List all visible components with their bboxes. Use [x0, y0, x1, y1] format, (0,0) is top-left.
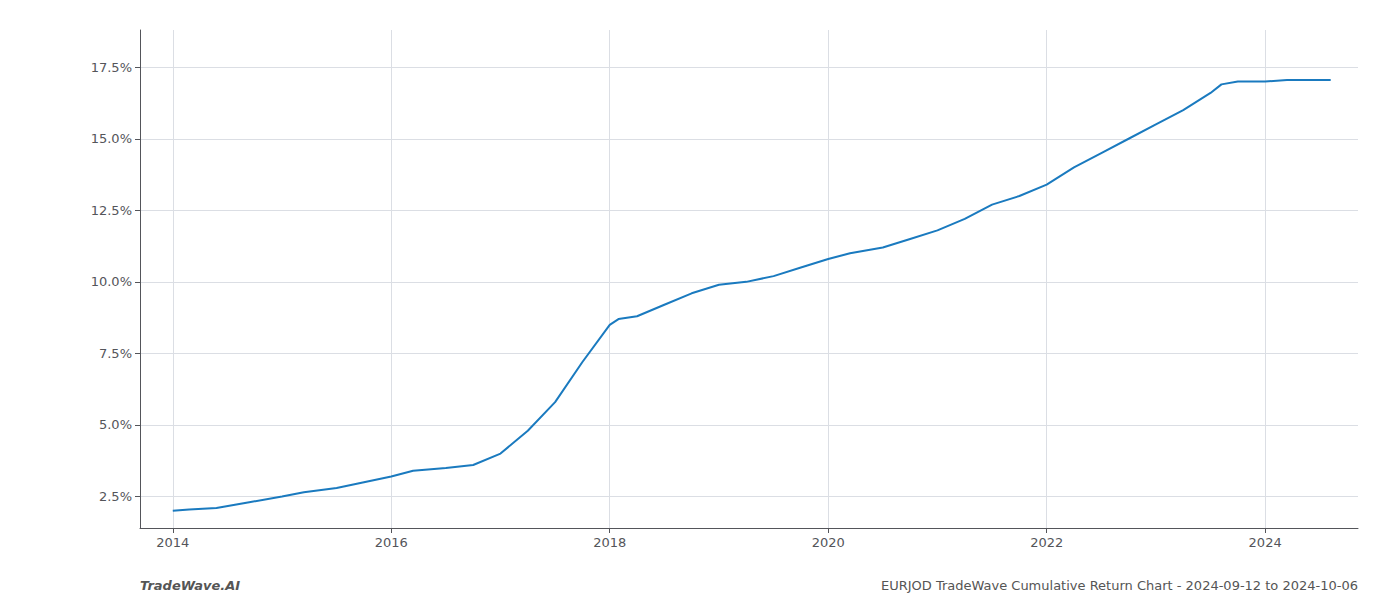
svg-text:17.5%: 17.5%: [91, 60, 132, 75]
svg-text:2018: 2018: [593, 535, 626, 550]
svg-text:2014: 2014: [156, 535, 189, 550]
svg-text:2020: 2020: [812, 535, 845, 550]
svg-text:EURJOD TradeWave Cumulative Re: EURJOD TradeWave Cumulative Return Chart…: [881, 578, 1358, 593]
svg-text:2024: 2024: [1249, 535, 1282, 550]
svg-text:12.5%: 12.5%: [91, 203, 132, 218]
svg-text:2016: 2016: [375, 535, 408, 550]
svg-text:2.5%: 2.5%: [99, 489, 132, 504]
svg-text:2022: 2022: [1030, 535, 1063, 550]
svg-text:7.5%: 7.5%: [99, 346, 132, 361]
svg-text:5.0%: 5.0%: [99, 417, 132, 432]
svg-text:10.0%: 10.0%: [91, 274, 132, 289]
svg-text:15.0%: 15.0%: [91, 131, 132, 146]
svg-text:TradeWave.AI: TradeWave.AI: [140, 578, 240, 593]
